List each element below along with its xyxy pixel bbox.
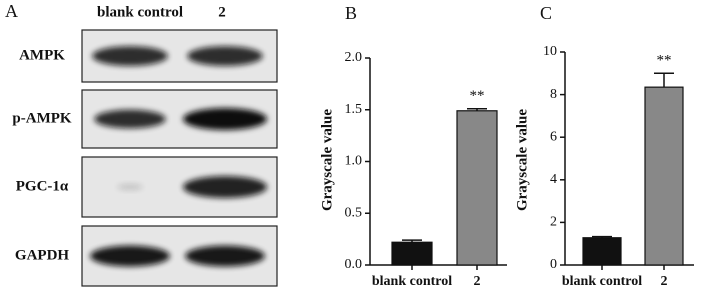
row-label: GAPDH: [15, 247, 69, 263]
x-tick-label: blank control: [372, 274, 452, 289]
column-label: blank control: [97, 4, 183, 20]
y-axis-title: Grayscale value: [319, 109, 335, 211]
panel-label: A: [5, 1, 18, 21]
significance-label: **: [470, 88, 485, 104]
panel-label: B: [345, 3, 357, 23]
band: [90, 245, 170, 267]
row-label: p-AMPK: [12, 110, 71, 126]
row-label: AMPK: [19, 47, 65, 63]
band: [183, 176, 267, 198]
y-axis-title: Grayscale value: [514, 109, 530, 211]
y-tick-label: 10: [543, 44, 557, 59]
band: [117, 183, 143, 191]
x-tick-label: 2: [474, 274, 481, 289]
band: [187, 46, 263, 66]
bar: [644, 86, 684, 266]
band: [94, 109, 166, 129]
y-tick-label: 1.0: [345, 154, 363, 169]
row-label: PGC-1α: [16, 178, 69, 194]
band: [183, 108, 267, 130]
band: [92, 46, 168, 66]
y-tick-label: 4: [550, 172, 557, 187]
x-tick-label: blank control: [562, 274, 642, 289]
significance-label: **: [657, 53, 672, 69]
bar: [391, 241, 433, 266]
y-tick-label: 0.5: [345, 205, 363, 220]
band: [185, 245, 265, 267]
y-tick-label: 8: [550, 87, 557, 102]
y-tick-label: 0.0: [345, 257, 363, 272]
y-tick-label: 2.0: [345, 50, 363, 65]
x-tick-label: 2: [661, 274, 668, 289]
bar: [456, 110, 498, 266]
y-tick-label: 2: [550, 215, 557, 230]
panel-label: C: [540, 3, 552, 23]
bar: [582, 237, 622, 266]
y-tick-label: 0: [550, 257, 557, 272]
y-tick-label: 1.5: [345, 102, 363, 117]
y-tick-label: 6: [550, 129, 557, 144]
column-label: 2: [218, 4, 226, 20]
